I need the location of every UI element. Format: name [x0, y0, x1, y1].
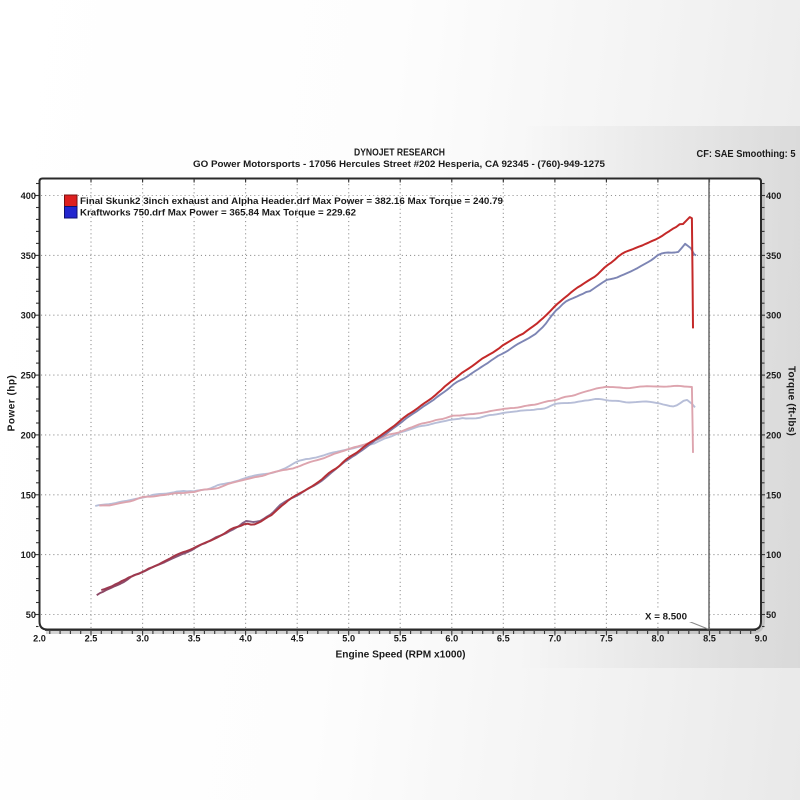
svg-text:350: 350	[21, 251, 36, 261]
svg-text:2.0: 2.0	[33, 634, 46, 644]
svg-text:Engine Speed (RPM x1000): Engine Speed (RPM x1000)	[336, 650, 466, 661]
svg-text:Power (hp): Power (hp)	[7, 375, 18, 432]
svg-text:8.5: 8.5	[703, 634, 716, 644]
svg-text:50: 50	[26, 610, 36, 620]
svg-text:4.0: 4.0	[239, 634, 252, 644]
svg-text:Kraftworks 750.drf Max Power =: Kraftworks 750.drf Max Power = 365.84 Ma…	[80, 208, 356, 218]
svg-text:100: 100	[766, 550, 781, 560]
svg-text:400: 400	[21, 191, 36, 201]
svg-text:150: 150	[21, 490, 36, 500]
svg-text:250: 250	[21, 371, 36, 381]
svg-text:100: 100	[21, 550, 36, 560]
svg-text:Torque (ft-lbs): Torque (ft-lbs)	[786, 366, 797, 436]
svg-text:7.5: 7.5	[600, 634, 613, 644]
svg-text:7.0: 7.0	[549, 634, 562, 644]
svg-text:DYNOJET RESEARCH: DYNOJET RESEARCH	[354, 148, 445, 159]
svg-text:CF: SAE Smoothing: 5: CF: SAE Smoothing: 5	[697, 149, 796, 160]
svg-text:Final Skunk2 3inch exhaust and: Final Skunk2 3inch exhaust and Alpha Hea…	[80, 196, 503, 206]
svg-text:350: 350	[766, 251, 781, 261]
svg-text:3.5: 3.5	[188, 634, 201, 644]
svg-text:6.5: 6.5	[497, 634, 510, 644]
svg-text:GO Power Motorsports - 17056 H: GO Power Motorsports - 17056 Hercules St…	[193, 159, 606, 170]
svg-text:5.0: 5.0	[342, 634, 355, 644]
svg-text:200: 200	[21, 430, 36, 440]
svg-text:3.0: 3.0	[136, 634, 149, 644]
svg-text:8.0: 8.0	[652, 634, 665, 644]
svg-text:50: 50	[766, 610, 776, 620]
svg-text:5.5: 5.5	[394, 634, 407, 644]
svg-text:2.5: 2.5	[85, 634, 98, 644]
svg-text:200: 200	[766, 430, 781, 440]
svg-text:250: 250	[766, 371, 781, 381]
svg-text:400: 400	[766, 191, 781, 201]
svg-text:300: 300	[766, 311, 781, 321]
svg-text:150: 150	[766, 490, 781, 500]
svg-text:6.0: 6.0	[445, 634, 458, 644]
svg-text:4.5: 4.5	[291, 634, 304, 644]
svg-text:300: 300	[21, 311, 36, 321]
svg-text:X = 8.500: X = 8.500	[645, 612, 687, 622]
svg-text:9.0: 9.0	[755, 634, 768, 644]
